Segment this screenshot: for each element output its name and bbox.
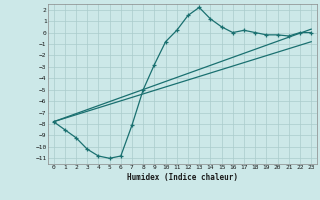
X-axis label: Humidex (Indice chaleur): Humidex (Indice chaleur) xyxy=(127,173,238,182)
